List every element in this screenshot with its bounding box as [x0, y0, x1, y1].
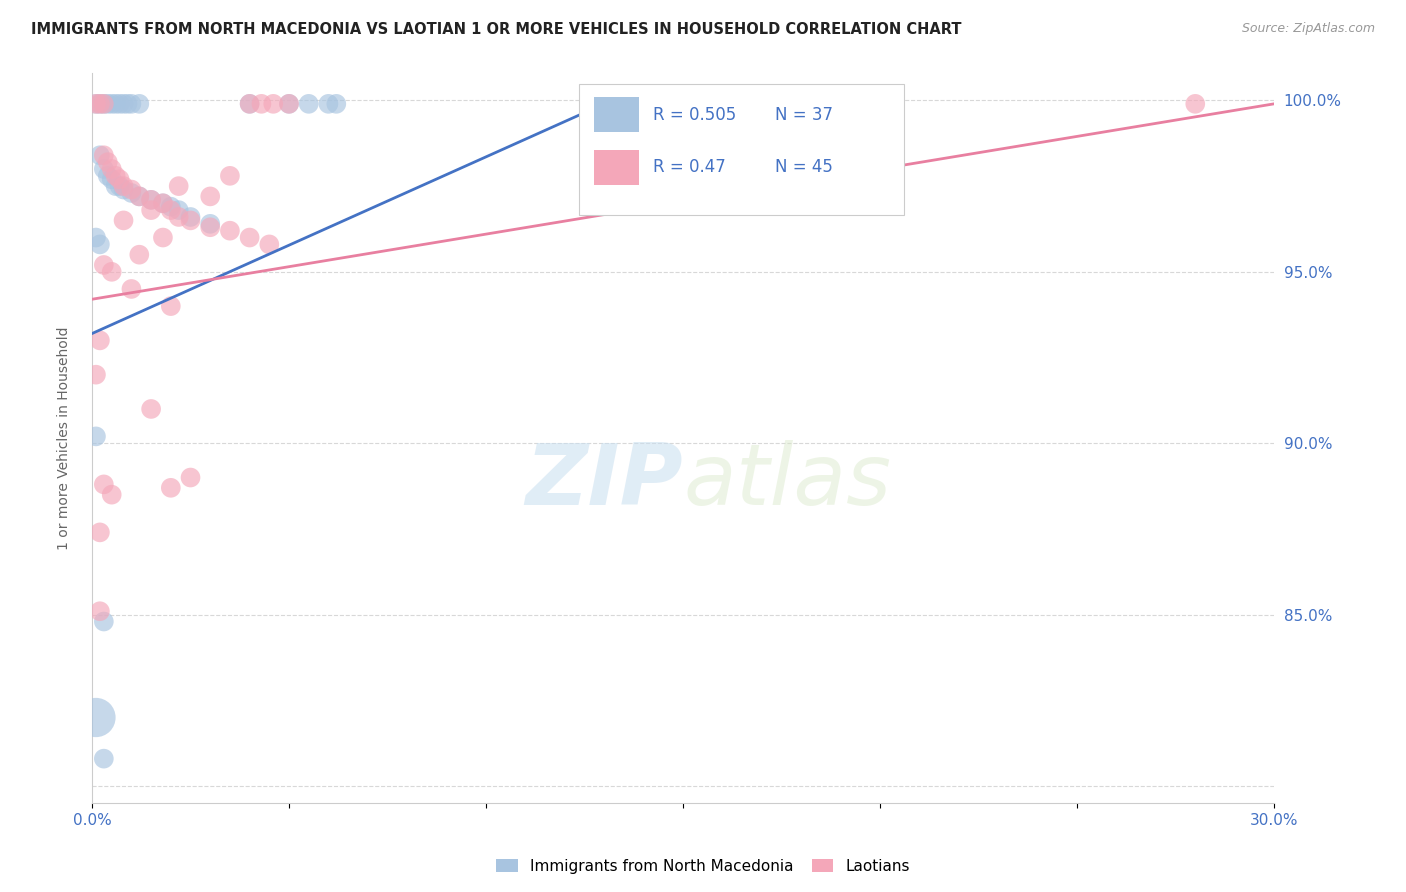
Point	[180, 210, 202, 224]
Point	[128, 248, 150, 262]
Point	[100, 265, 122, 279]
Text: N = 37: N = 37	[775, 106, 834, 124]
Point	[139, 401, 162, 416]
Point	[93, 96, 115, 111]
Point	[104, 169, 127, 183]
Y-axis label: 1 or more Vehicles in Household: 1 or more Vehicles in Household	[58, 326, 72, 549]
FancyBboxPatch shape	[579, 84, 904, 215]
Text: Source: ZipAtlas.com: Source: ZipAtlas.com	[1241, 22, 1375, 36]
Point	[139, 203, 162, 218]
Point	[219, 169, 242, 183]
Point	[152, 230, 174, 244]
Point	[180, 470, 202, 484]
Text: IMMIGRANTS FROM NORTH MACEDONIA VS LAOTIAN 1 OR MORE VEHICLES IN HOUSEHOLD CORRE: IMMIGRANTS FROM NORTH MACEDONIA VS LAOTI…	[31, 22, 962, 37]
Point	[100, 96, 122, 111]
Point	[89, 96, 111, 111]
Point	[97, 169, 120, 183]
Point	[112, 213, 135, 227]
Point	[120, 282, 142, 296]
Point	[84, 429, 107, 443]
Point	[219, 224, 242, 238]
Point	[200, 220, 222, 235]
Point	[89, 237, 111, 252]
Point	[180, 213, 202, 227]
Point	[159, 203, 181, 218]
Point	[159, 200, 181, 214]
Point	[97, 155, 120, 169]
Point	[112, 179, 135, 194]
Point	[139, 193, 162, 207]
Point	[117, 96, 139, 111]
Point	[128, 189, 150, 203]
Point	[1184, 96, 1206, 111]
Point	[167, 179, 190, 194]
Point	[100, 161, 122, 176]
Point	[159, 481, 181, 495]
Point	[112, 96, 135, 111]
Text: ZIP: ZIP	[526, 441, 683, 524]
Point	[120, 182, 142, 196]
Point	[200, 189, 222, 203]
Point	[239, 96, 262, 111]
Point	[89, 334, 111, 348]
Point	[239, 230, 262, 244]
Point	[139, 193, 162, 207]
Point	[112, 182, 135, 196]
Point	[97, 96, 120, 111]
Point	[167, 203, 190, 218]
Point	[167, 210, 190, 224]
Point	[259, 237, 281, 252]
Text: N = 45: N = 45	[775, 158, 834, 177]
FancyBboxPatch shape	[595, 97, 640, 132]
Point	[89, 96, 111, 111]
Point	[89, 604, 111, 618]
Point	[84, 368, 107, 382]
Point	[93, 148, 115, 162]
Point	[93, 161, 115, 176]
Point	[104, 96, 127, 111]
Point	[84, 96, 107, 111]
Point	[108, 179, 131, 194]
Point	[120, 186, 142, 200]
Point	[298, 96, 321, 111]
Point	[100, 172, 122, 186]
Point	[200, 217, 222, 231]
Point	[278, 96, 301, 111]
Point	[93, 477, 115, 491]
Point	[108, 96, 131, 111]
FancyBboxPatch shape	[595, 150, 640, 185]
Point	[108, 172, 131, 186]
Text: atlas: atlas	[683, 441, 891, 524]
Point	[93, 615, 115, 629]
Point	[89, 525, 111, 540]
Point	[93, 752, 115, 766]
Point	[159, 299, 181, 313]
Text: R = 0.47: R = 0.47	[654, 158, 727, 177]
Point	[262, 96, 284, 111]
Point	[93, 258, 115, 272]
Point	[152, 196, 174, 211]
Point	[128, 189, 150, 203]
Point	[84, 230, 107, 244]
Point	[120, 96, 142, 111]
Point	[239, 96, 262, 111]
Text: R = 0.505: R = 0.505	[654, 106, 737, 124]
Point	[152, 196, 174, 211]
Point	[84, 96, 107, 111]
Point	[325, 96, 347, 111]
Point	[84, 710, 107, 724]
Point	[318, 96, 340, 111]
Point	[100, 488, 122, 502]
Point	[93, 96, 115, 111]
Point	[104, 179, 127, 194]
Legend: Immigrants from North Macedonia, Laotians: Immigrants from North Macedonia, Laotian…	[491, 853, 915, 880]
Point	[278, 96, 301, 111]
Point	[89, 148, 111, 162]
Point	[250, 96, 273, 111]
Point	[128, 96, 150, 111]
